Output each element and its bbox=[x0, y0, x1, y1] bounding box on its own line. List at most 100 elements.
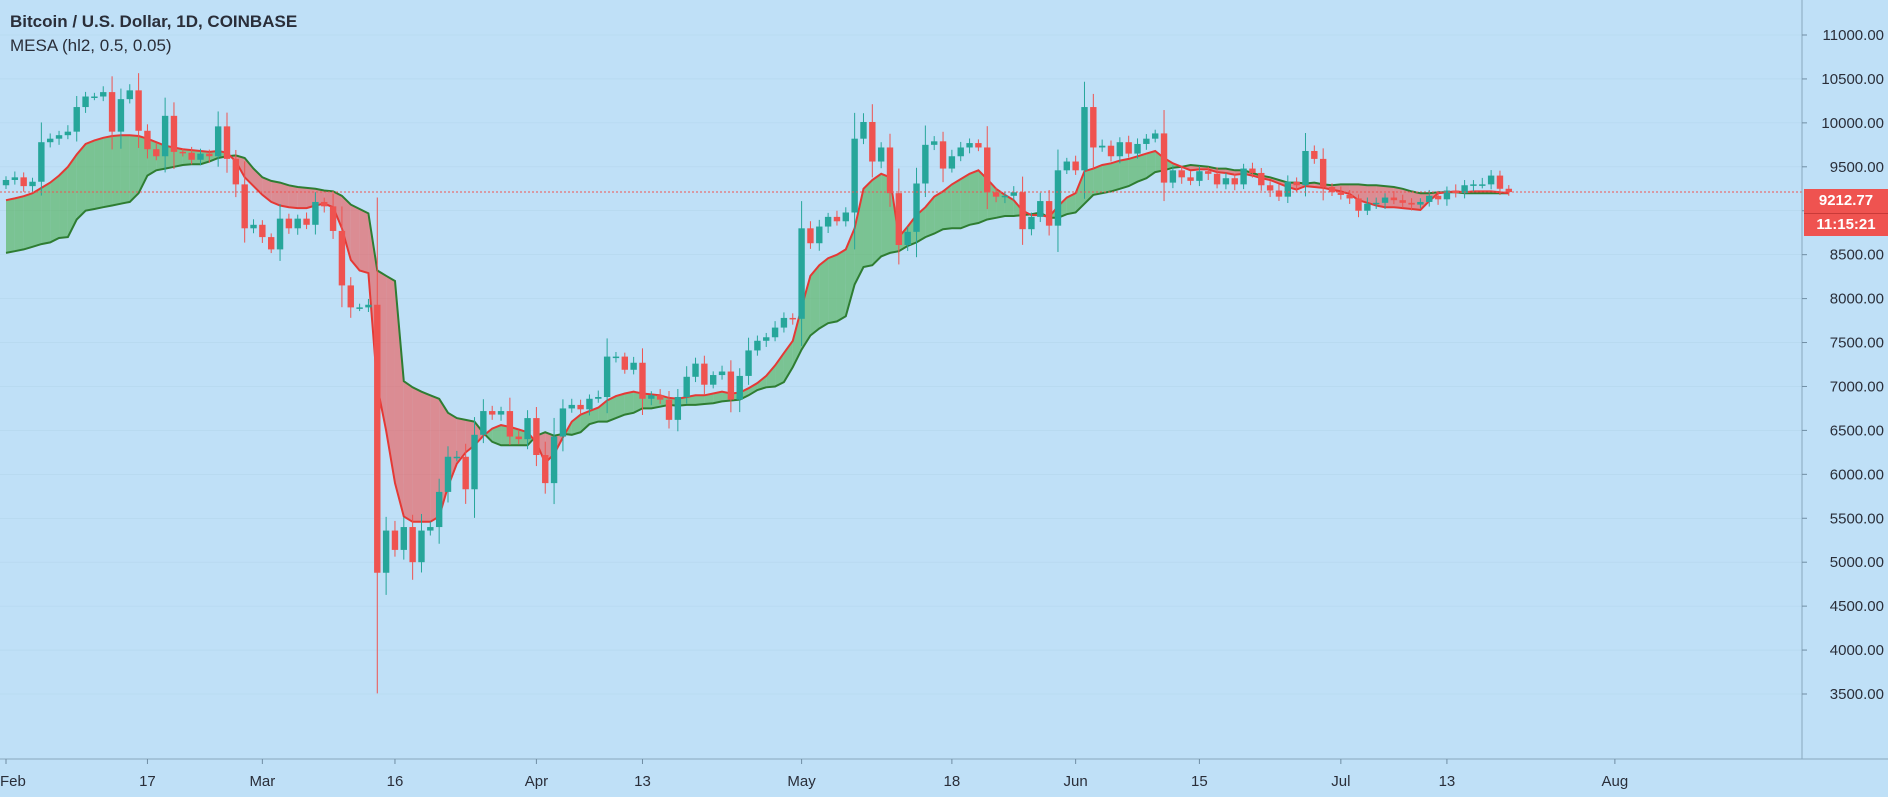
cloud-segment-bull bbox=[881, 173, 890, 257]
candle-body-up bbox=[736, 375, 743, 400]
candle-body-up bbox=[444, 456, 452, 492]
candle-body-down bbox=[1452, 190, 1459, 194]
time-tick-label: Feb bbox=[0, 773, 26, 790]
cloud-segment-bear bbox=[341, 195, 351, 260]
cloud-segment-bull bbox=[801, 275, 811, 350]
candle-body-down bbox=[1019, 192, 1026, 230]
cloud-segment-bull bbox=[1146, 150, 1156, 179]
cloud-segment-bull bbox=[624, 391, 634, 415]
candle-body-up bbox=[877, 147, 885, 162]
candle-body-down bbox=[542, 455, 549, 484]
candle-body-up bbox=[214, 126, 222, 157]
candle-body-up bbox=[798, 228, 805, 319]
candle-countdown-tag: 11:15:21 bbox=[1804, 213, 1888, 236]
cloud-segment-bull bbox=[686, 395, 696, 405]
candle-body-up bbox=[860, 121, 867, 139]
indicator-label[interactable]: MESA (hl2, 0.5, 0.05) bbox=[10, 36, 172, 55]
candle-body-down bbox=[1160, 133, 1168, 183]
candle-body-down bbox=[1258, 172, 1265, 186]
cloud-segment-bull bbox=[607, 396, 616, 422]
candle-body-up bbox=[294, 218, 301, 229]
candle-body-down bbox=[533, 418, 540, 456]
candle-body-up bbox=[1222, 178, 1230, 185]
cloud-segment-bull bbox=[713, 391, 723, 404]
cloud-segment-bull bbox=[59, 166, 68, 238]
candle-body-up bbox=[427, 527, 434, 531]
candle-body-down bbox=[577, 404, 584, 410]
candle-body-up bbox=[1037, 201, 1044, 217]
cloud-segment-bull bbox=[943, 184, 952, 230]
candle-body-up bbox=[922, 144, 929, 184]
candle-body-down bbox=[665, 399, 673, 420]
cloud-segment-bull bbox=[6, 198, 15, 253]
cloud-segment-bull bbox=[120, 135, 130, 204]
price-tick-label: 9500.00 bbox=[1830, 159, 1884, 176]
cloud-segment-bull bbox=[598, 400, 608, 422]
candle-body-down bbox=[391, 530, 399, 550]
candle-body-down bbox=[1125, 142, 1132, 154]
candle-body-up bbox=[480, 411, 487, 435]
candle-body-up bbox=[1054, 170, 1062, 226]
price-tick-label: 5000.00 bbox=[1830, 554, 1884, 571]
candle-body-up bbox=[948, 156, 956, 169]
candle-body-down bbox=[656, 395, 664, 400]
candle-body-up bbox=[1417, 201, 1424, 205]
candle-body-down bbox=[789, 317, 796, 320]
candle-body-down bbox=[153, 149, 160, 157]
price-tick-label: 5500.00 bbox=[1830, 510, 1884, 527]
candle-body-up bbox=[745, 350, 752, 376]
candle-body-up bbox=[1169, 170, 1177, 183]
cloud-segment-bear bbox=[1385, 186, 1394, 208]
price-tick-label: 8500.00 bbox=[1830, 247, 1884, 264]
candle-body-up bbox=[824, 216, 832, 227]
candle-body-up bbox=[780, 317, 788, 328]
candle-body-up bbox=[1143, 138, 1150, 144]
cloud-segment-bear bbox=[1367, 185, 1377, 206]
cloud-segment-bull bbox=[775, 353, 784, 387]
candle-body-down bbox=[1293, 181, 1300, 186]
candle-body-down bbox=[170, 115, 178, 152]
cloud-segment-bull bbox=[32, 187, 42, 247]
candle-body-up bbox=[197, 153, 204, 160]
candle-body-down bbox=[1346, 194, 1353, 199]
candle-body-down bbox=[1328, 187, 1336, 193]
price-tick-label: 6500.00 bbox=[1830, 422, 1884, 439]
candle-body-up bbox=[842, 212, 849, 222]
cloud-segment-bull bbox=[1137, 153, 1147, 182]
time-tick-label: Jun bbox=[1064, 773, 1088, 790]
chart-title[interactable]: Bitcoin / U.S. Dollar, 1D, COINBASE bbox=[10, 12, 298, 31]
time-tick-label: Apr bbox=[525, 773, 548, 790]
candle-body-down bbox=[701, 363, 708, 385]
candle-body-up bbox=[648, 395, 655, 399]
cloud-segment-bull bbox=[695, 395, 705, 405]
candle-body-down bbox=[515, 436, 522, 440]
candle-body-up bbox=[683, 376, 690, 398]
cloud-segment-bear bbox=[1411, 191, 1421, 210]
candle-body-down bbox=[807, 228, 814, 244]
candle-body-up bbox=[1426, 195, 1433, 202]
candle-body-down bbox=[144, 130, 151, 150]
candle-body-down bbox=[727, 371, 735, 400]
cloud-segment-bear bbox=[253, 168, 263, 195]
candle-body-up bbox=[1240, 168, 1247, 185]
candle-body-down bbox=[1205, 171, 1212, 174]
candle-body-up bbox=[1479, 184, 1486, 186]
price-tick-label: 6000.00 bbox=[1830, 466, 1884, 483]
candle-body-up bbox=[1302, 150, 1309, 186]
price-axis[interactable] bbox=[1802, 0, 1888, 797]
cloud-segment-bull bbox=[854, 188, 864, 285]
cloud-segment-bull bbox=[23, 193, 33, 250]
candle-body-up bbox=[1098, 145, 1106, 148]
cloud-segment-bull bbox=[1066, 193, 1076, 215]
cloud-segment-bull bbox=[1102, 163, 1111, 194]
candle-body-up bbox=[931, 141, 938, 145]
candle-body-up bbox=[816, 226, 823, 244]
candle-body-down bbox=[374, 304, 381, 573]
candle-body-up bbox=[913, 183, 920, 232]
cloud-segment-bull bbox=[1128, 156, 1138, 187]
time-tick-label: 15 bbox=[1191, 773, 1208, 790]
cloud-segment-bull bbox=[1004, 194, 1014, 217]
price-tick-label: 4000.00 bbox=[1830, 642, 1884, 659]
mesa-cloud bbox=[5, 134, 1509, 523]
